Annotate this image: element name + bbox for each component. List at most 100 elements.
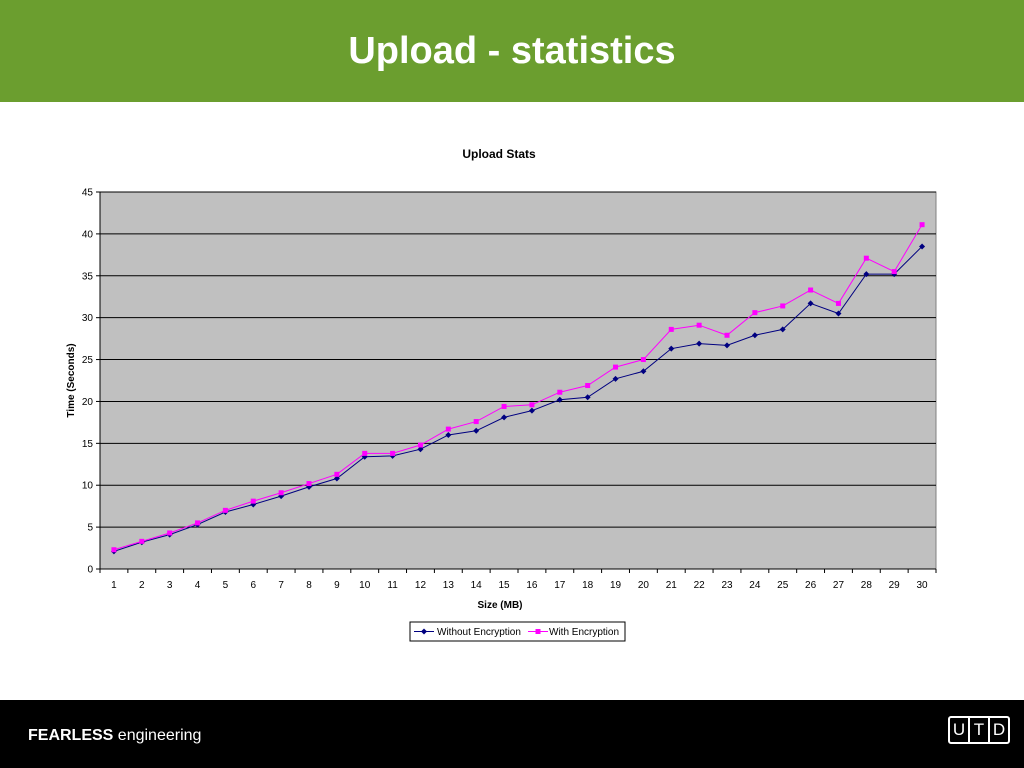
- x-tick-label: 8: [306, 580, 312, 591]
- x-tick-label: 12: [415, 580, 427, 591]
- y-tick-label: 15: [82, 439, 94, 450]
- x-tick-label: 7: [278, 580, 284, 591]
- x-tick-label: 9: [334, 580, 340, 591]
- data-point-series-2: [473, 419, 479, 425]
- x-tick-label: 18: [582, 580, 594, 591]
- data-point-series-2: [752, 310, 758, 316]
- brand-bold: FEARLESS: [28, 727, 114, 744]
- data-point-series-2: [613, 364, 619, 370]
- slide-title: Upload - statistics: [348, 29, 676, 72]
- x-tick-label: 17: [554, 580, 566, 591]
- data-point-series-1: [556, 396, 563, 403]
- data-point-series-2: [306, 481, 312, 487]
- data-point-series-2: [640, 357, 646, 363]
- x-tick-label: 5: [223, 580, 229, 591]
- x-tick-label: 1: [111, 580, 117, 591]
- x-tick-label: 23: [721, 580, 733, 591]
- data-point-series-2: [278, 490, 284, 496]
- data-point-series-2: [808, 287, 814, 293]
- data-point-series-2: [891, 269, 897, 275]
- data-point-series-2: [501, 403, 507, 409]
- slide-header: Upload - statistics: [0, 0, 1024, 102]
- y-tick-label: 5: [87, 523, 93, 534]
- data-point-series-1: [417, 446, 424, 453]
- data-point-series-2: [250, 498, 256, 504]
- x-tick-label: 27: [833, 580, 845, 591]
- data-point-series-1: [640, 368, 647, 375]
- x-tick-label: 2: [139, 580, 145, 591]
- y-tick-label: 45: [82, 188, 94, 199]
- y-tick-label: 20: [82, 397, 94, 408]
- data-point-series-2: [835, 300, 841, 306]
- data-point-series-1: [863, 271, 870, 278]
- data-point-series-2: [334, 471, 340, 477]
- data-point-series-2: [222, 507, 228, 513]
- data-point-series-2: [139, 538, 145, 544]
- series-line-1: [113, 246, 923, 552]
- data-point-series-1: [501, 414, 508, 421]
- data-point-series-1: [612, 375, 619, 382]
- brand-text: FEARLESS engineering: [28, 727, 201, 745]
- x-tick-label: 21: [666, 580, 678, 591]
- legend-box: [409, 621, 626, 642]
- data-point-series-2: [696, 322, 702, 328]
- x-tick-label: 26: [805, 580, 817, 591]
- x-tick-label: 30: [917, 580, 929, 591]
- x-tick-label: 24: [749, 580, 761, 591]
- logo-letter-u: U: [950, 718, 970, 742]
- series-line-2: [113, 224, 923, 551]
- data-point-series-1: [835, 310, 842, 317]
- data-point-series-2: [417, 442, 423, 448]
- data-point-series-1: [333, 475, 340, 482]
- data-point-series-2: [529, 402, 535, 408]
- x-tick-label: 20: [638, 580, 650, 591]
- data-point-series-1: [779, 326, 786, 333]
- x-tick-label: 14: [471, 580, 483, 591]
- data-point-series-2: [167, 530, 173, 536]
- y-tick-label: 10: [82, 481, 94, 492]
- data-point-series-1: [696, 340, 703, 347]
- x-axis-label: Size (MB): [478, 600, 523, 611]
- data-point-series-2: [195, 520, 201, 526]
- x-tick-label: 10: [359, 580, 371, 591]
- x-tick-label: 6: [250, 580, 256, 591]
- data-point-series-1: [751, 332, 758, 339]
- utd-logo: U T D: [948, 716, 1010, 744]
- x-tick-label: 28: [861, 580, 873, 591]
- data-point-series-2: [863, 255, 869, 261]
- data-point-series-1: [584, 394, 591, 401]
- logo-letter-d: D: [992, 720, 1006, 739]
- legend-label-2: With Encryption: [549, 627, 619, 638]
- legend-marker-1: [421, 628, 427, 635]
- data-point-series-2: [585, 383, 591, 389]
- data-point-series-1: [724, 342, 730, 349]
- legend-label-1: Without Encryption: [437, 627, 521, 638]
- x-tick-label: 3: [167, 580, 173, 591]
- x-tick-label: 25: [777, 580, 789, 591]
- x-tick-label: 19: [610, 580, 622, 591]
- y-tick-label: 40: [82, 229, 94, 240]
- x-tick-label: 16: [526, 580, 538, 591]
- data-point-series-2: [111, 547, 117, 553]
- data-point-series-1: [807, 300, 814, 307]
- y-axis-label: Time (Seconds): [66, 343, 77, 417]
- x-tick-label: 29: [889, 580, 901, 591]
- footer-bar: FEARLESS engineering U T D: [0, 700, 1024, 768]
- chart-area: Upload Stats 0 5 10 15 20 25 30 35 40 45 1 2 3 4 5 6 7 8 9 1…: [0, 102, 1024, 700]
- data-point-series-2: [668, 326, 674, 332]
- brand-rest: engineering: [117, 727, 202, 744]
- y-tick-label: 25: [82, 355, 94, 366]
- x-tick-label: 13: [443, 580, 455, 591]
- data-point-series-1: [528, 407, 535, 414]
- data-point-series-1: [919, 243, 926, 250]
- logo-letter-t: T: [970, 718, 990, 742]
- data-point-series-2: [445, 426, 451, 432]
- data-point-series-2: [919, 222, 925, 228]
- data-point-series-1: [445, 431, 452, 438]
- x-tick-label: 4: [195, 580, 201, 591]
- data-point-series-1: [668, 345, 675, 352]
- chart-title: Upload Stats: [462, 147, 536, 161]
- x-tick-label: 15: [499, 580, 511, 591]
- legend-marker-2: [535, 629, 541, 634]
